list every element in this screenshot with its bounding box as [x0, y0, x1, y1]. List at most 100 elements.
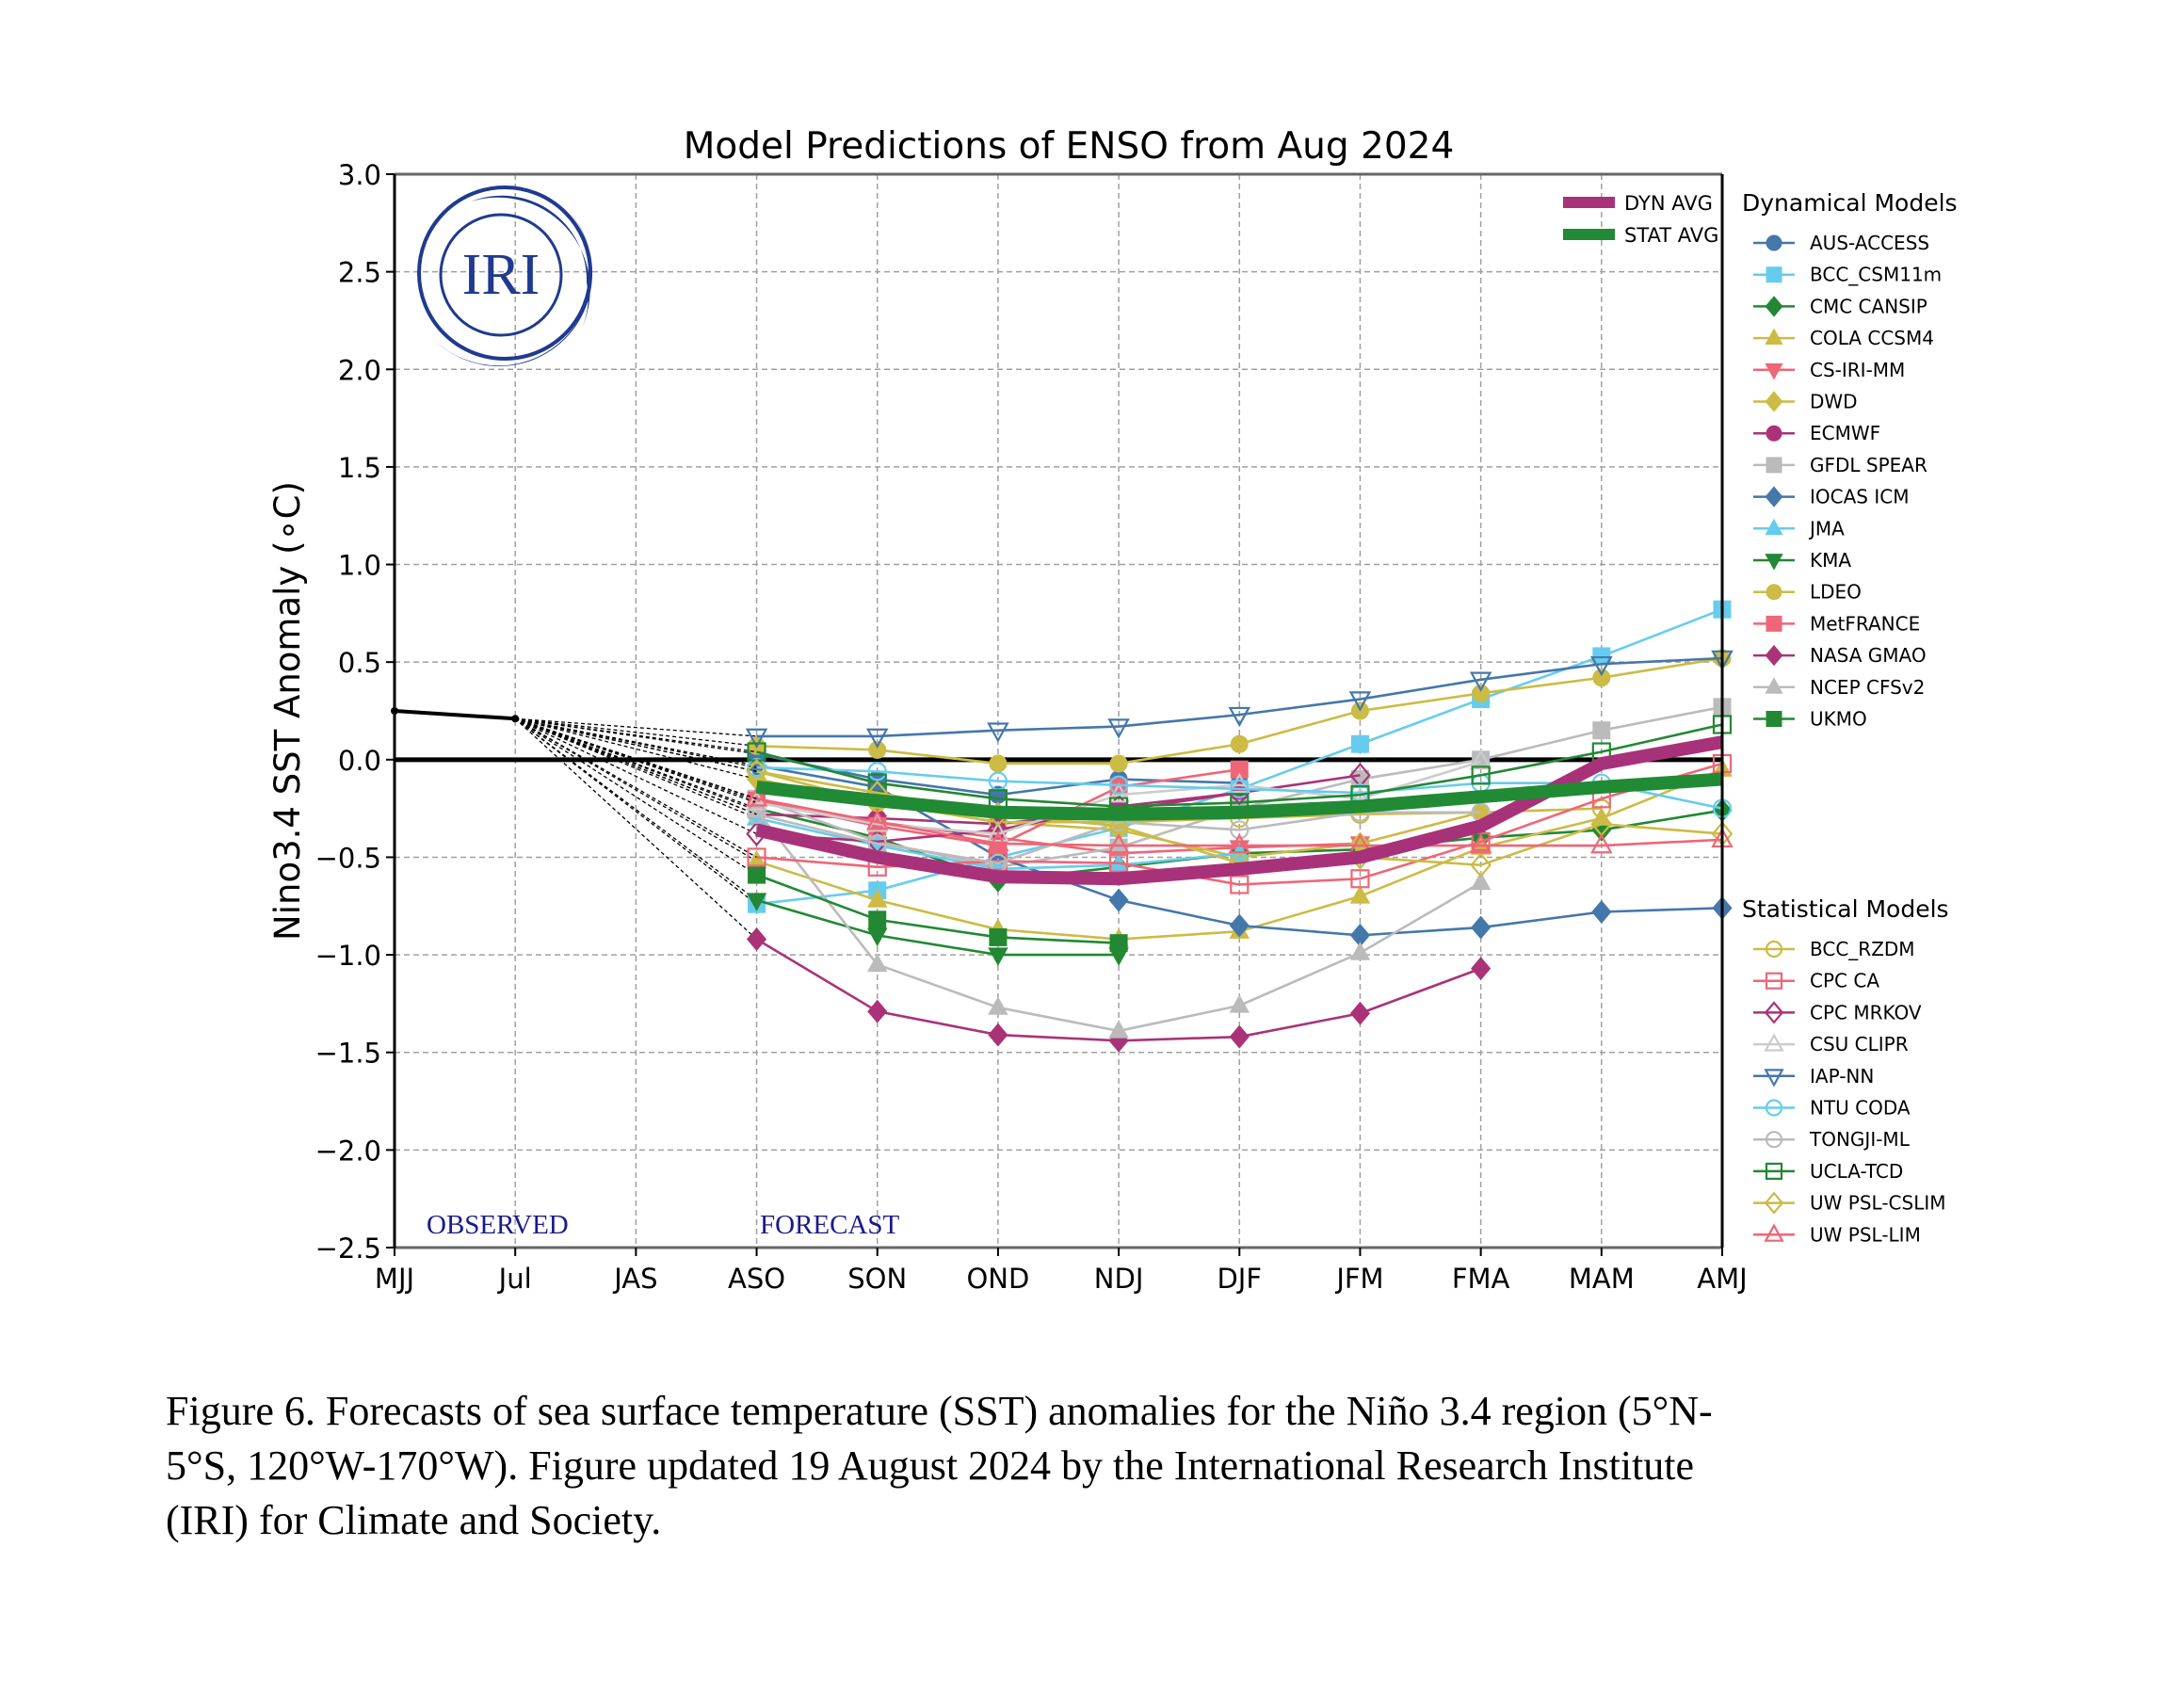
- data-point: [1590, 655, 1613, 677]
- data-point: [868, 910, 887, 929]
- data-point: [1592, 669, 1611, 687]
- data-point: [1229, 994, 1250, 1013]
- legend-label: CPC MRKOV: [1810, 1001, 1922, 1023]
- caption-line-2: 5°S, 120°W-170°W). Figure updated 19 Aug…: [166, 1442, 1695, 1489]
- legend-label: CSU CLIPR: [1810, 1033, 1909, 1055]
- series-kma: [514, 717, 1129, 966]
- data-point: [1228, 772, 1251, 794]
- data-point: [1109, 754, 1128, 773]
- observed-to-forecast-connector: [514, 717, 757, 876]
- legend-label: NASA GMAO: [1810, 644, 1927, 667]
- data-point: [1469, 832, 1492, 854]
- legend-marker: [1765, 677, 1783, 694]
- data-point: [1472, 684, 1491, 702]
- y-tick-label: 3.0: [338, 159, 381, 191]
- data-point: [1229, 913, 1250, 938]
- y-tick-label: 2.5: [338, 257, 381, 289]
- data-point: [745, 790, 768, 811]
- x-tick-label: MJJ: [375, 1263, 414, 1295]
- data-point: [1108, 775, 1129, 795]
- data-point: [1108, 853, 1129, 873]
- legend-label: STAT AVG: [1624, 224, 1718, 247]
- legend-label: KMA: [1810, 549, 1851, 572]
- data-point: [1471, 831, 1491, 851]
- legend-label: NTU CODA: [1810, 1097, 1911, 1120]
- observed-to-forecast-connector: [514, 717, 757, 859]
- legend-marker: [1766, 425, 1782, 442]
- legend-marker: [1766, 234, 1782, 251]
- iri-logo: IRI: [417, 185, 592, 366]
- data-point: [1228, 706, 1251, 728]
- figure-caption: Figure 6. Forecasts of sea surface tempe…: [166, 1384, 1955, 1548]
- data-point: [1470, 871, 1492, 891]
- x-tick-label: ASO: [728, 1263, 785, 1295]
- data-point: [746, 927, 767, 951]
- legend-marker: [1765, 518, 1783, 536]
- y-tick-label: −2.0: [315, 1135, 381, 1167]
- legend-marker: [1765, 1099, 1783, 1117]
- forecast-annotation: FORECAST: [760, 1210, 900, 1240]
- y-tick-label: −1.5: [315, 1038, 381, 1070]
- series-ucla-tcd: [515, 715, 1733, 816]
- y-tick-label: 2.0: [338, 354, 381, 386]
- data-point: [1230, 875, 1250, 894]
- x-tick-label: Jul: [497, 1263, 532, 1295]
- legend-marker: [1764, 1069, 1784, 1088]
- data-point: [865, 728, 889, 749]
- legend-marker: [1765, 296, 1783, 317]
- x-tick-label: JAS: [612, 1263, 657, 1295]
- legend-label: TONGJI-ML: [1809, 1128, 1911, 1151]
- models-legend: Dynamical Models AUS-ACCESS BCC_CSM11m CMC …: [1742, 189, 1958, 1246]
- averages-legend: DYN AVG STAT AVG: [1563, 192, 1718, 247]
- observed-to-forecast-connector: [514, 717, 757, 819]
- data-point: [867, 762, 887, 781]
- legend-label: GFDL SPEAR: [1810, 454, 1927, 476]
- series-ukmo: [514, 717, 1128, 953]
- data-point: [1107, 718, 1130, 739]
- observed-to-forecast-connector: [514, 717, 757, 905]
- observed-to-forecast-connector: [515, 717, 757, 747]
- iri-logo-text: IRI: [462, 243, 540, 307]
- data-point: [989, 927, 1008, 946]
- data-point: [988, 947, 1008, 966]
- legend-label: LDEO: [1810, 581, 1862, 604]
- data-point: [868, 740, 887, 759]
- legend-label: ECMWF: [1810, 422, 1880, 444]
- enso-chart: Model Predictions of ENSO from Aug 2024 …: [267, 125, 1958, 1295]
- data-point: [1349, 942, 1371, 960]
- y-tick-label: 1.0: [338, 550, 381, 582]
- series-line: [756, 898, 1120, 957]
- observed-series: [391, 707, 520, 723]
- series-line: [756, 760, 1482, 835]
- legend-marker: [1766, 711, 1782, 727]
- legend-marker: [1766, 266, 1782, 283]
- series-line: [756, 656, 1723, 738]
- data-point: [987, 821, 1009, 842]
- data-point: [745, 728, 768, 749]
- legend-label: DWD: [1810, 391, 1858, 413]
- series-iap-nn: [515, 650, 1734, 749]
- legend-marker: [1765, 1131, 1783, 1149]
- data-point: [865, 810, 889, 830]
- data-point: [1230, 734, 1249, 753]
- legend-marker: [1766, 457, 1782, 474]
- data-point: [1108, 1020, 1129, 1039]
- data-point: [1230, 779, 1250, 799]
- data-point: [988, 1023, 1008, 1047]
- data-point: [1107, 832, 1130, 854]
- data-point: [1469, 749, 1492, 770]
- data-point: [1230, 760, 1249, 779]
- observed-to-forecast-connector: [515, 717, 757, 768]
- observed-to-forecast-connector: [514, 717, 757, 815]
- legend-label: CPC CA: [1810, 970, 1879, 992]
- legend-marker: [1764, 1001, 1784, 1024]
- legend-label: UW PSL-LIM: [1810, 1223, 1921, 1246]
- data-point: [866, 889, 888, 908]
- data-point: [1350, 734, 1369, 753]
- legend-label: BCC_CSM11m: [1810, 264, 1942, 286]
- legend-label: UCLA-TCD: [1810, 1160, 1903, 1183]
- observed-to-forecast-connector: [515, 717, 757, 753]
- data-point: [746, 893, 767, 911]
- series-line: [756, 723, 1723, 808]
- caption-line-1: Figure 6. Forecasts of sea surface tempe…: [166, 1388, 1713, 1434]
